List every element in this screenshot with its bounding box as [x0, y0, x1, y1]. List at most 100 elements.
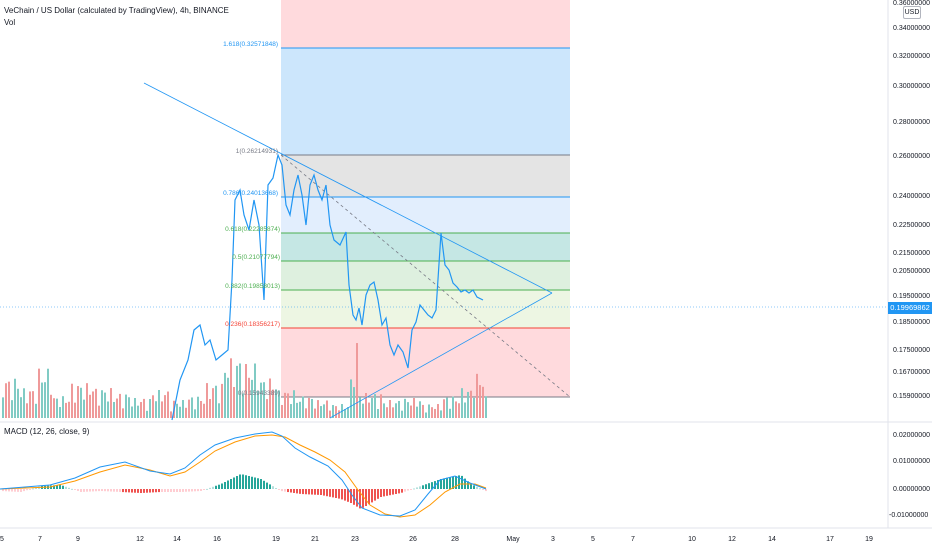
macd-histogram-bar-91 [275, 488, 277, 489]
macd-histogram-bar-158 [476, 486, 478, 489]
volume-bar-75 [227, 377, 229, 418]
macd-histogram-bar-120 [362, 489, 364, 508]
time-tick-13: 5 [591, 536, 595, 543]
volume-bar-79 [239, 363, 241, 418]
macd-histogram-bar-67 [203, 489, 205, 490]
volume-bar-143 [431, 407, 433, 418]
time-tick-4: 14 [173, 536, 181, 543]
volume-bar-118 [356, 343, 358, 418]
volume-bar-74 [224, 372, 226, 418]
macd-histogram-bar-143 [431, 482, 433, 489]
fib-zone-6 [281, 290, 570, 328]
volume-bar-18 [56, 398, 58, 418]
volume-bar-86 [260, 382, 262, 418]
currency-button[interactable]: USD [903, 6, 921, 19]
macd-histogram-bar-54 [164, 489, 166, 492]
macd-histogram-bar-18 [56, 485, 58, 489]
fib-zone-1 [281, 48, 570, 155]
volume-bar-156 [470, 390, 472, 418]
volume-bar-134 [404, 398, 406, 418]
volume-bar-13 [41, 382, 43, 418]
macd-histogram-bar-107 [323, 489, 325, 496]
fib-label-5: 0.382(0.19858013) [225, 283, 280, 290]
volume-bar-63 [191, 397, 193, 418]
volume-bar-98 [296, 402, 298, 418]
macd-label[interactable]: MACD (12, 26, close, 9) [4, 427, 90, 436]
macd-histogram-bar-52 [158, 489, 160, 493]
macd-histogram-bar-11 [35, 487, 37, 489]
volume-bar-108 [326, 400, 328, 418]
volume-bar-160 [482, 386, 484, 418]
macd-histogram-bar-62 [188, 489, 190, 492]
volume-bar-122 [368, 402, 370, 418]
time-tick-9: 26 [409, 536, 417, 543]
macd-histogram-bar-58 [176, 489, 178, 492]
volume-bar-149 [449, 408, 451, 418]
macd-histogram-bar-81 [245, 475, 247, 489]
macd-histogram-bar-89 [269, 484, 271, 489]
price-tick-11: 0.18500000 [893, 319, 930, 326]
time-axis[interactable]: 5 7 9 12 14 16 19 21 23 26 28 May 3 5 7 10 12 14 17 19 [0, 536, 873, 543]
volume-bar-21 [65, 402, 67, 418]
volume-bar-81 [245, 364, 247, 418]
volume-bar-51 [155, 401, 157, 418]
macd-histogram-bar-96 [290, 489, 292, 493]
volume-bar-155 [467, 391, 469, 418]
macd-histogram-bar-160 [482, 489, 484, 490]
price-axis[interactable]: 0.36000000 0.34000000 0.32000000 0.30000000… [889, 0, 930, 519]
time-tick-0: 5 [0, 536, 4, 543]
volume-bar-68 [206, 383, 208, 418]
macd-histogram-bar-92 [278, 489, 280, 490]
macd-histogram-bar-28 [86, 489, 88, 492]
macd-histogram-bar-41 [125, 489, 127, 493]
fib-label-2: 0.786(0.24013668) [223, 190, 278, 197]
macd-histogram-bar-128 [386, 489, 388, 496]
macd-histogram-bar-56 [170, 489, 172, 492]
macd-histogram-bar-42 [128, 489, 130, 493]
volume-bar-66 [200, 401, 202, 418]
volume-bar-109 [329, 410, 331, 418]
macd-histogram-bar-114 [344, 489, 346, 501]
volume-bar-87 [263, 382, 265, 418]
macd-histogram-bar-123 [371, 489, 373, 503]
macd-signal-line [0, 434, 487, 518]
volume-bar-46 [140, 402, 142, 418]
volume-bar-23 [71, 383, 73, 418]
volume-bar-2 [8, 381, 10, 418]
macd-histogram-bar-2 [8, 489, 10, 492]
macd-histogram-bar-45 [137, 489, 139, 493]
volume-bar-45 [137, 405, 139, 418]
time-tick-19: 19 [865, 536, 873, 543]
volume-bar-0 [2, 397, 4, 418]
macd-histogram-bar-118 [356, 489, 358, 507]
volume-bar-100 [302, 396, 304, 418]
macd-histogram-bar-127 [383, 489, 385, 497]
macd-histogram-bar-159 [479, 488, 481, 490]
macd-histogram-bar-70 [212, 486, 214, 489]
volume-bar-115 [347, 407, 349, 418]
macd-histogram-bar-1 [5, 489, 7, 492]
volume-bar-88 [266, 399, 268, 418]
macd-histogram-bar-43 [131, 489, 133, 493]
macd-histogram-bar-50 [152, 489, 154, 493]
macd-histogram-bar-57 [173, 489, 175, 492]
fib-zone-4 [281, 233, 570, 261]
macd-histogram-bar-146 [440, 479, 442, 489]
volume-bar-1 [5, 383, 7, 418]
volume-bar-76 [230, 358, 232, 418]
macd-histogram-bar-110 [332, 489, 334, 498]
volume-bar-44 [134, 398, 136, 418]
macd-histogram-bar-65 [197, 489, 199, 492]
volume-bar-35 [107, 401, 109, 418]
volume-label[interactable]: Vol [4, 18, 16, 27]
macd-histogram-bar-20 [62, 485, 64, 489]
macd-histogram-bar-35 [107, 489, 109, 492]
symbol-title[interactable]: VeChain / US Dollar (calculated by Tradi… [4, 6, 229, 15]
macd-histogram-bar-31 [95, 489, 97, 492]
volume-bar-31 [95, 388, 97, 418]
price-tick-12: 0.17500000 [893, 347, 930, 354]
volume-bar-41 [125, 394, 127, 418]
macd-histogram-bar-121 [365, 489, 367, 506]
volume-bar-24 [74, 402, 76, 418]
